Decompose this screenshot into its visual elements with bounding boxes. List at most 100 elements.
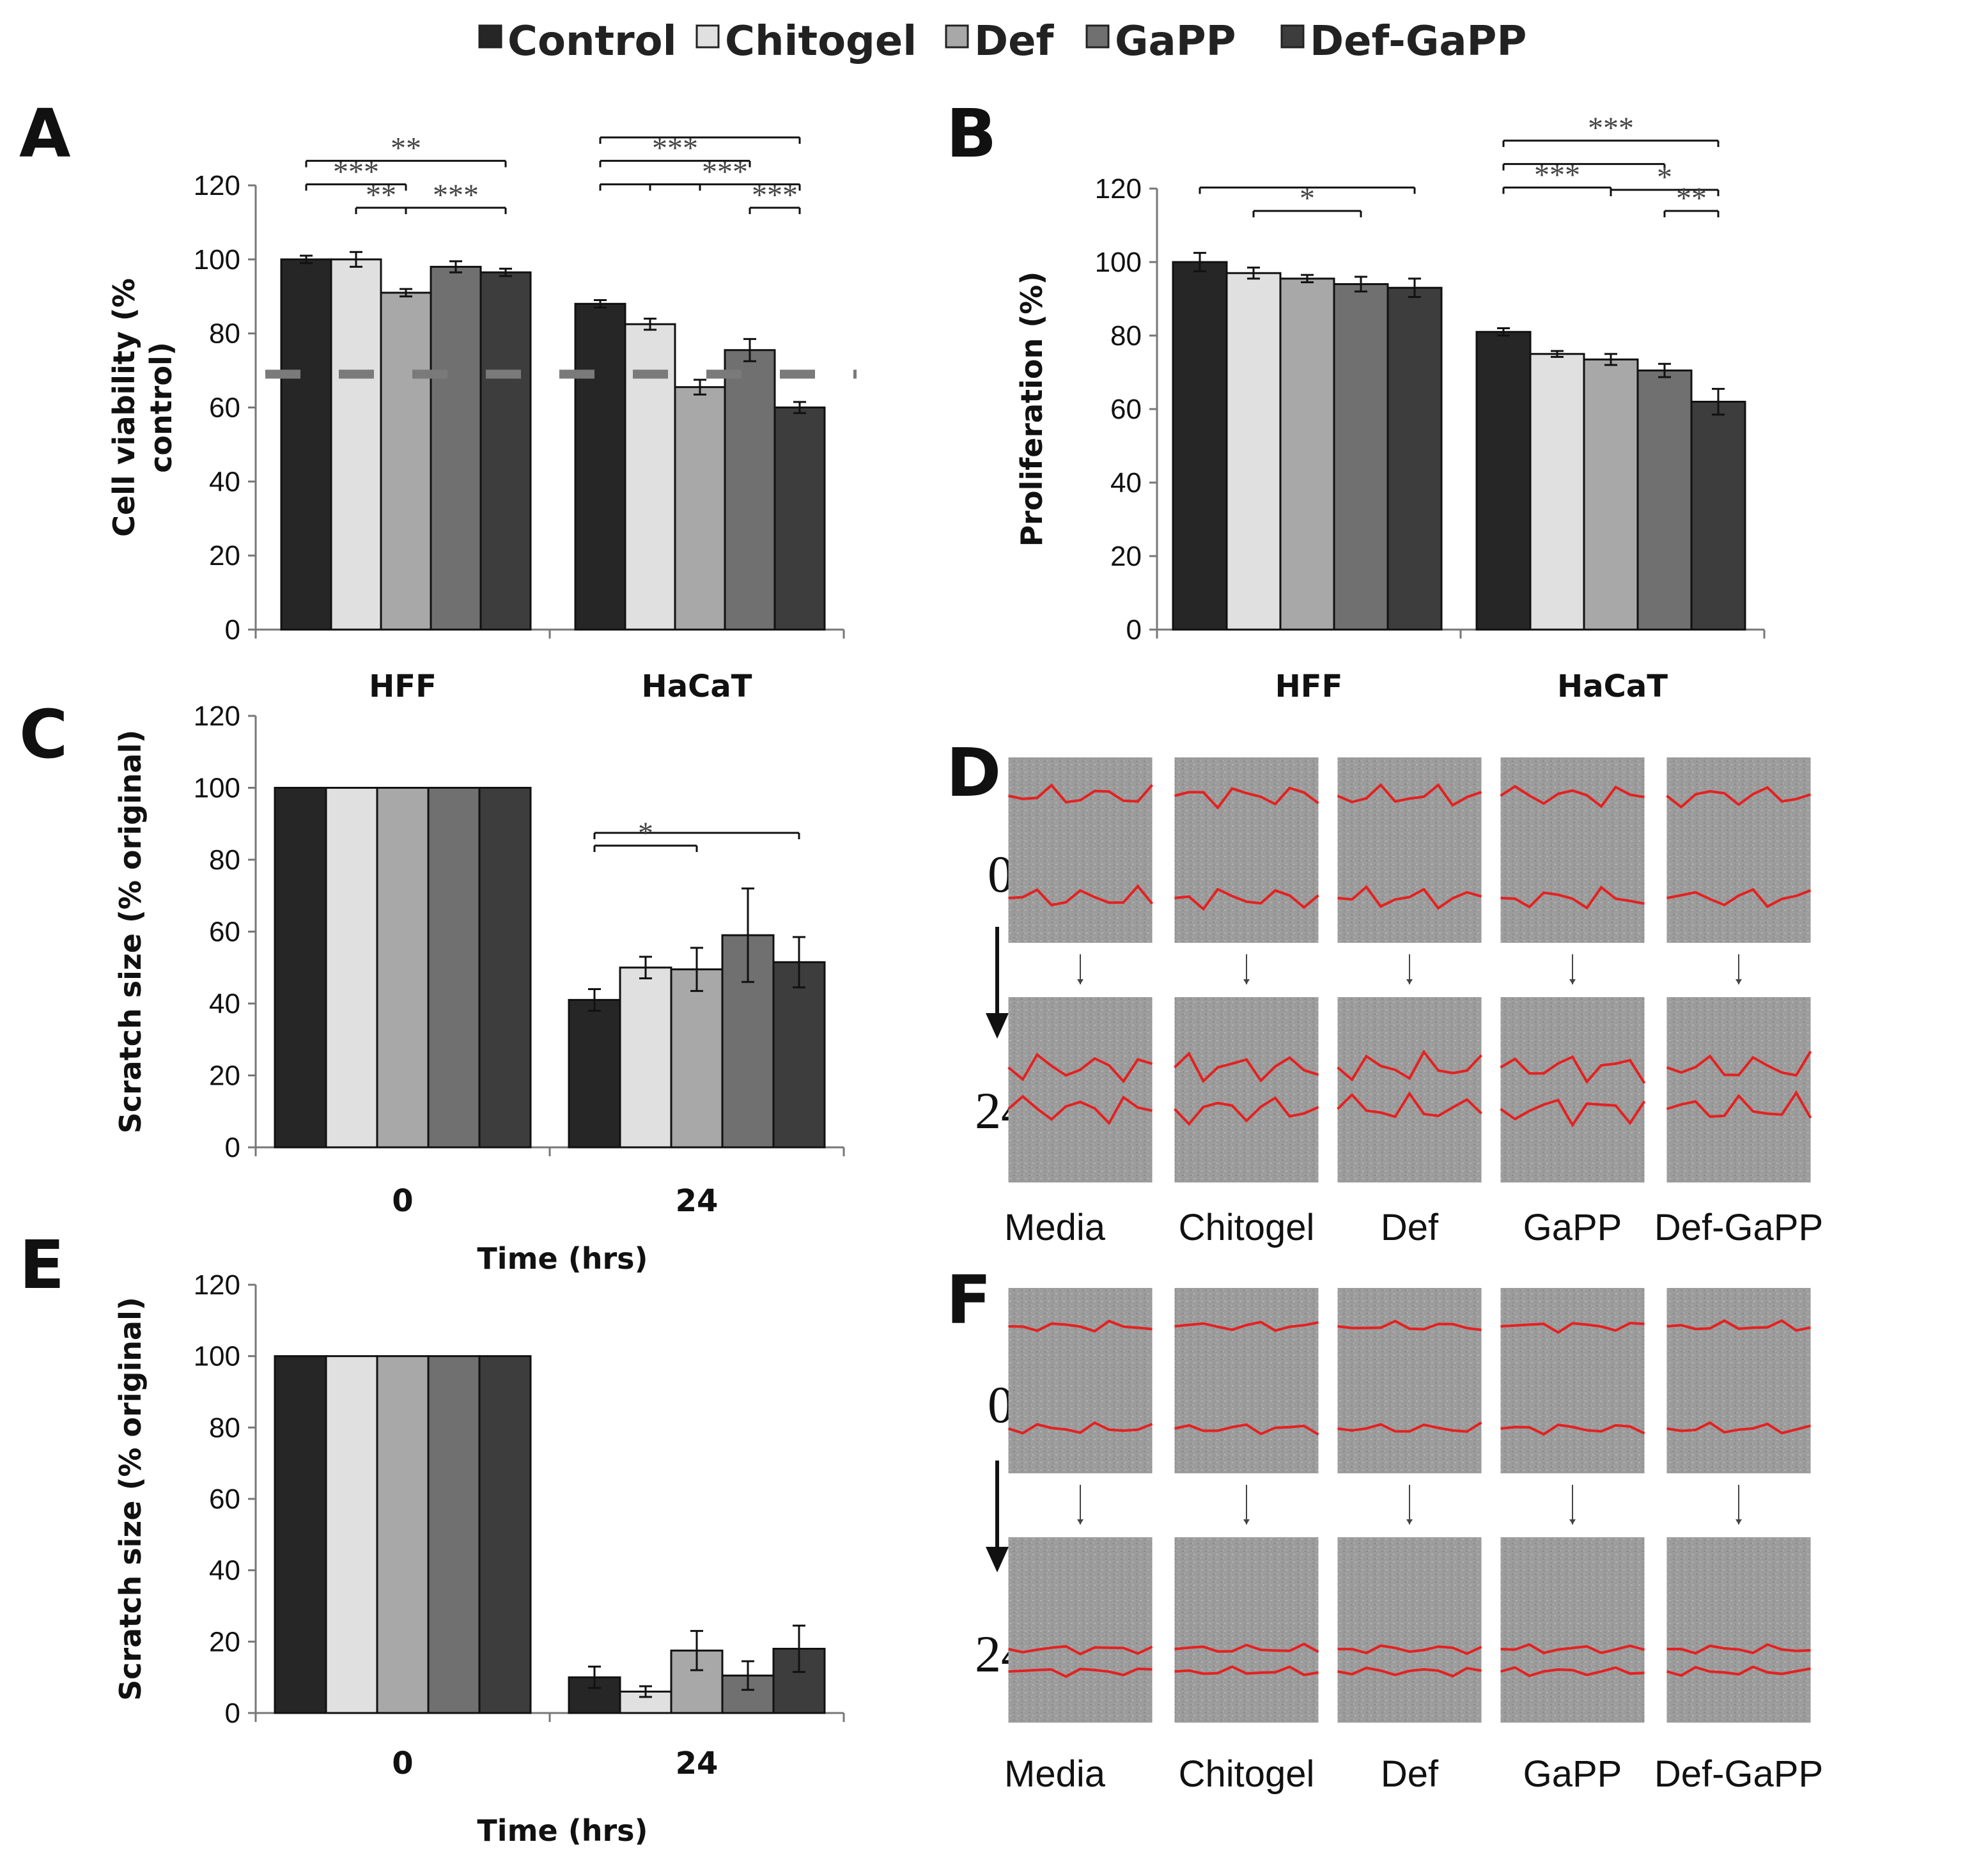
y-tick-label: 80 [209, 1412, 240, 1443]
wound-edge-trace [1337, 783, 1482, 807]
wound-edge-trace [1500, 1321, 1645, 1334]
row-connector-arrow-head [1736, 1519, 1742, 1524]
category-label-hacat: HaCaT [642, 669, 752, 704]
micrograph-caption-chitogel: Chitogel [1179, 1753, 1315, 1795]
y-tick-label: 100 [194, 773, 240, 804]
micrograph-media-0hr [1008, 757, 1153, 943]
micrograph-caption-chitogel: Chitogel [1179, 1207, 1315, 1248]
significance-label: *** [702, 155, 748, 189]
category-label-0: 0 [392, 1746, 413, 1781]
wound-edge-trace [1666, 1050, 1812, 1077]
wound-edge-trace [1337, 1666, 1482, 1678]
significance-label: ** [391, 132, 421, 166]
significance-label: *** [1588, 111, 1634, 145]
micrograph-def-24hr [1337, 1537, 1482, 1723]
micrograph-gapp-0hr [1500, 1288, 1645, 1473]
bar-def-gapp-hff [479, 271, 532, 631]
significance-label: *** [652, 132, 698, 166]
wound-edge-trace [1007, 1094, 1153, 1126]
row-connector-arrow-head [1736, 979, 1742, 984]
micrograph-caption-gapp: GaPP [1523, 1207, 1622, 1248]
significance-label: * [1300, 182, 1315, 215]
wound-edge-trace [1008, 1667, 1153, 1678]
x-axis-label-e: Time (hrs) [477, 1813, 648, 1848]
wound-edge-trace [1337, 1421, 1482, 1433]
y-tick-label: 20 [209, 1626, 240, 1657]
wound-edge-trace [1174, 786, 1319, 810]
micrograph-media-24hr [1008, 1537, 1153, 1723]
wound-edge-trace [1337, 1319, 1482, 1331]
micrograph-media-0hr [1008, 1288, 1153, 1473]
wound-edge-trace [1008, 1319, 1153, 1333]
micrograph-caption-def: Def [1381, 1207, 1439, 1248]
time-arrow-head [986, 1013, 1009, 1039]
micrograph-chitogel-0hr [1174, 1288, 1319, 1473]
micrograph-caption-media: Media [1004, 1207, 1106, 1248]
chart-panel-b: 0 20 40 60 80 100 120 Proliferation (%) HFF HaCaT… [1014, 111, 1766, 704]
micrograph-caption-def-gapp: Def-GaPP [1654, 1207, 1823, 1248]
bar-gapp-0 [427, 787, 481, 1149]
wound-edge-trace [1666, 1319, 1811, 1332]
micrograph-chitogel-24hr [1174, 997, 1319, 1182]
y-axis-label-e: Scratch size (% original) [113, 1297, 148, 1701]
y-tick-label: 20 [1110, 541, 1142, 572]
y-tick-label: 120 [194, 701, 240, 732]
y-tick-label: 120 [194, 170, 240, 201]
bar-def-hff [1279, 277, 1335, 631]
bar-chitogel-hff [1225, 272, 1282, 631]
legend-label-gapp: GaPP [1115, 18, 1236, 65]
bar-control-hacat [574, 302, 626, 631]
wound-edge-trace [1337, 1050, 1482, 1082]
panel-label-c: C [19, 695, 68, 773]
legend-swatch-def [945, 24, 969, 49]
wound-edge-trace [1666, 1643, 1811, 1655]
bar-control-0 [274, 1355, 327, 1714]
legend-label-control: Control [508, 18, 677, 65]
row-connector-arrow-head [1077, 979, 1083, 984]
category-label-24: 24 [676, 1183, 718, 1219]
y-tick-label: 20 [209, 1060, 240, 1092]
bar-def-gapp-0 [478, 1355, 532, 1714]
legend-label-chitogel: Chitogel [725, 18, 917, 65]
y-tick-label: 60 [1110, 394, 1142, 425]
y-axis-label-b: Proliferation (%) [1014, 272, 1049, 547]
legend-swatch-gapp [1085, 24, 1110, 49]
micrograph-grid-f: 0hr24hrMediaChitogelDefGaPPDef-GaPP [975, 1288, 1823, 1795]
bar-def-hacat [1583, 358, 1639, 631]
y-axis-label-a: Cell viability (%control) [107, 278, 178, 537]
bar-def-gapp-24 [772, 961, 826, 1149]
legend-swatch-def-gapp [1280, 24, 1305, 49]
bar-gapp-hff [1333, 283, 1389, 631]
micrograph-gapp-24hr [1500, 1537, 1645, 1723]
micrograph-chitogel-24hr [1174, 1537, 1319, 1723]
bar-def-0 [376, 787, 430, 1149]
bar-gapp-hacat [724, 349, 776, 631]
chart-panel-c: 0 20 40 60 80 100 120 Scratch size (% original)… [113, 701, 845, 1276]
bar-gapp-hacat [1636, 369, 1693, 631]
micrograph-def-0hr [1337, 1288, 1482, 1473]
bar-def-24 [670, 968, 724, 1149]
y-tick-label: 120 [1095, 173, 1142, 205]
significance-label: ** [366, 178, 396, 212]
micrograph-caption-media: Media [1004, 1753, 1106, 1795]
bar-def-gapp-hacat [773, 407, 826, 631]
bar-control-hff [1172, 261, 1228, 631]
row-connector-arrow-head [1243, 1519, 1250, 1524]
bar-chitogel-hff [330, 258, 382, 631]
wound-edge-trace [1008, 884, 1154, 907]
micrograph-caption-def-gapp: Def-GaPP [1654, 1753, 1823, 1795]
wound-edge-trace [1500, 1643, 1645, 1655]
wound-edge-trace [1666, 1090, 1812, 1119]
bar-def-0 [376, 1355, 430, 1714]
category-label-24: 24 [676, 1746, 718, 1781]
micrograph-gapp-0hr [1500, 757, 1645, 943]
micrograph-media-24hr [1008, 997, 1153, 1182]
wound-edge-trace [1337, 1644, 1482, 1655]
bar-control-24 [568, 998, 621, 1149]
y-tick-label: 0 [225, 1132, 240, 1163]
bar-def-gapp-0 [478, 787, 532, 1149]
wound-edge-trace [1174, 1665, 1319, 1677]
category-label-hacat: HaCaT [1557, 669, 1668, 704]
y-tick-label: 60 [209, 917, 240, 948]
category-label-hff: HFF [369, 669, 437, 704]
